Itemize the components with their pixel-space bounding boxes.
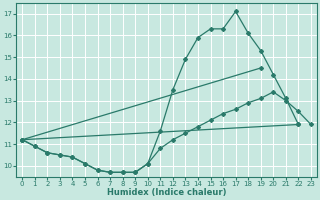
X-axis label: Humidex (Indice chaleur): Humidex (Indice chaleur)	[107, 188, 226, 197]
